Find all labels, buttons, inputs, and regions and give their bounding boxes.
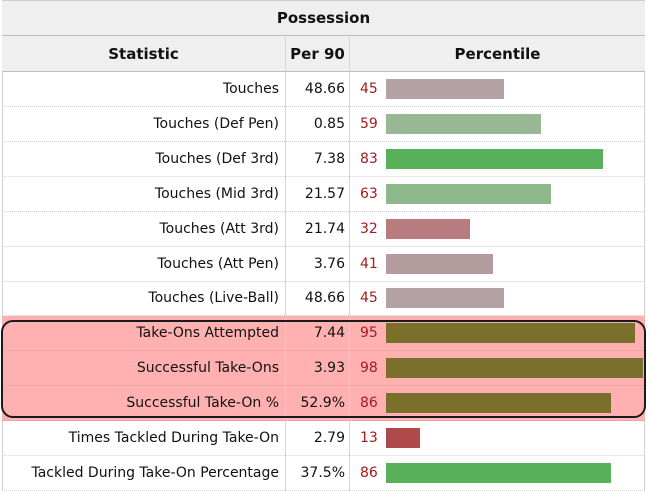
table-header-row: Statistic Per 90 Percentile xyxy=(2,36,645,72)
percentile-bar xyxy=(386,393,611,414)
stat-name: Successful Take-On % xyxy=(126,395,279,412)
stat-name: Touches (Att 3rd) xyxy=(159,220,279,237)
column-divider xyxy=(285,36,286,491)
percentile-bar xyxy=(386,288,504,309)
percentile-bar xyxy=(386,323,635,344)
percentile-value: 41 xyxy=(360,255,378,272)
stat-name: Touches (Def Pen) xyxy=(153,115,279,132)
table-row: Touches (Att 3rd) 21.74 32 xyxy=(2,212,645,247)
per90-value: 37.5% xyxy=(300,464,345,481)
per90-value: 7.44 xyxy=(313,325,345,342)
table-row: Times Tackled During Take-On 2.79 13 xyxy=(2,421,645,456)
percentile-value: 45 xyxy=(360,290,378,307)
percentile-value: 59 xyxy=(360,115,378,132)
per90-value: 2.79 xyxy=(313,430,345,446)
percentile-value: 83 xyxy=(360,150,378,167)
table-row: Tackled During Take-On Percentage 37.5% 86 xyxy=(2,456,645,491)
per90-value: 7.38 xyxy=(313,150,345,167)
per90-value: 3.76 xyxy=(313,255,345,272)
percentile-value: 86 xyxy=(360,395,378,412)
table-row: Touches (Def Pen) 0.85 59 xyxy=(2,107,645,142)
percentile-bar xyxy=(386,358,643,379)
stat-name: Touches (Mid 3rd) xyxy=(154,185,279,202)
stat-name: Touches (Live-Ball) xyxy=(148,290,279,307)
percentile-value: 86 xyxy=(360,464,378,481)
table-right-border xyxy=(644,0,645,491)
table-left-border xyxy=(2,0,3,491)
percentile-bar xyxy=(386,148,603,169)
percentile-bar xyxy=(386,462,611,483)
percentile-bar xyxy=(386,113,541,134)
table-row: Successful Take-On % 52.9% 86 xyxy=(2,386,645,422)
header-statistic[interactable]: Statistic xyxy=(108,45,179,63)
stat-name: Times Tackled During Take-On xyxy=(68,430,279,446)
stat-name: Tackled During Take-On Percentage xyxy=(31,464,279,481)
per90-value: 48.66 xyxy=(304,81,345,97)
percentile-bar xyxy=(386,428,420,448)
percentile-value: 95 xyxy=(360,325,378,342)
table-row: Successful Take-Ons 3.93 98 xyxy=(2,351,645,387)
table-row: Touches (Live-Ball) 48.66 45 xyxy=(2,281,645,317)
percentile-bar xyxy=(386,183,551,204)
stat-name: Take-Ons Attempted xyxy=(136,325,279,342)
stat-name: Touches (Def 3rd) xyxy=(155,150,279,167)
table-row: Touches (Mid 3rd) 21.57 63 xyxy=(2,177,645,212)
header-percentile[interactable]: Percentile xyxy=(454,45,541,63)
table-row: Touches 48.66 45 xyxy=(2,72,645,107)
header-per90[interactable]: Per 90 xyxy=(290,45,345,63)
column-divider xyxy=(349,36,350,491)
per90-value: 21.74 xyxy=(304,220,345,237)
percentile-value: 45 xyxy=(360,81,378,97)
table-row: Take-Ons Attempted 7.44 95 xyxy=(2,316,645,352)
percentile-bar xyxy=(386,79,504,99)
stat-name: Touches (Att Pen) xyxy=(157,255,279,272)
table-title: Possession xyxy=(2,0,645,36)
stat-name: Successful Take-Ons xyxy=(136,360,279,377)
percentile-bar xyxy=(386,218,470,239)
per90-value: 48.66 xyxy=(304,290,345,307)
percentile-value: 63 xyxy=(360,185,378,202)
percentile-value: 98 xyxy=(360,360,378,377)
stat-name: Touches xyxy=(222,81,279,97)
percentile-value: 13 xyxy=(360,430,378,446)
per90-value: 52.9% xyxy=(300,395,345,412)
percentile-value: 32 xyxy=(360,220,378,237)
per90-value: 21.57 xyxy=(304,185,345,202)
percentile-bar xyxy=(386,253,493,274)
per90-value: 0.85 xyxy=(313,115,345,132)
per90-value: 3.93 xyxy=(313,360,345,377)
table-row: Touches (Def 3rd) 7.38 83 xyxy=(2,142,645,177)
table-row: Touches (Att Pen) 3.76 41 xyxy=(2,247,645,282)
